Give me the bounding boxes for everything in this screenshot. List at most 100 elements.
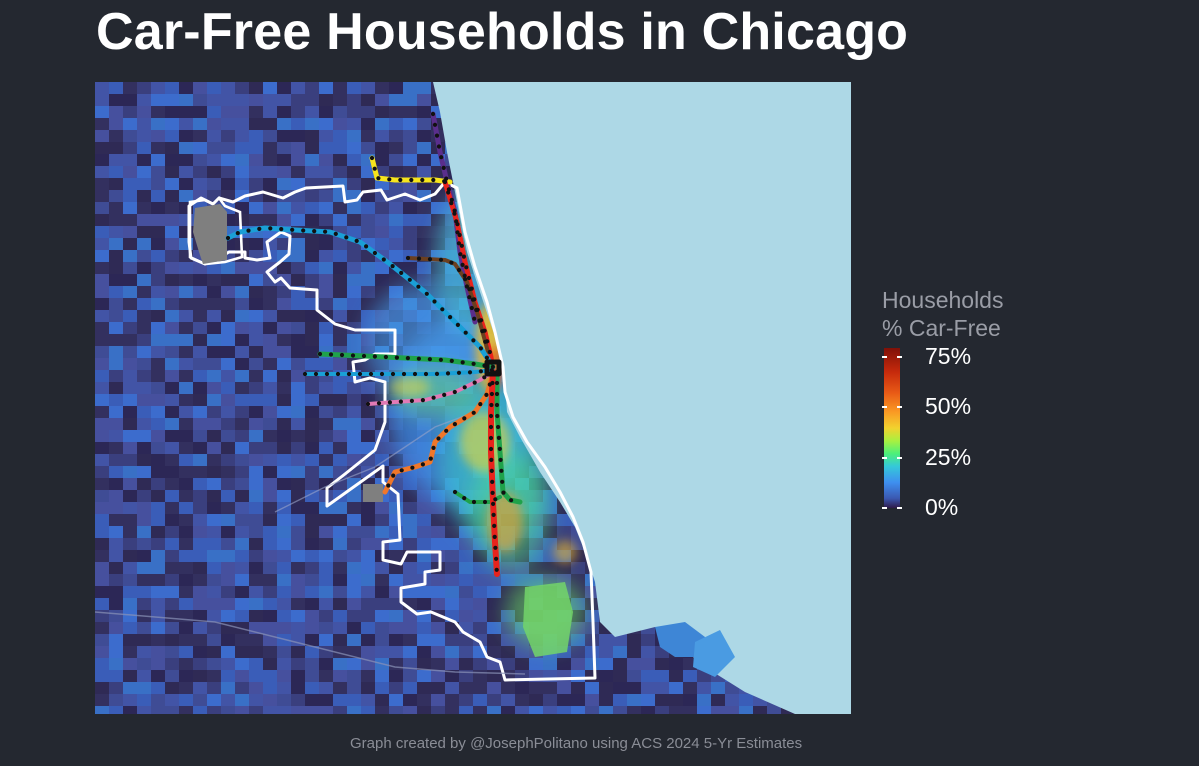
census-tract [95, 250, 109, 262]
census-tract [431, 586, 445, 598]
census-tract [347, 490, 361, 502]
census-tract [263, 658, 277, 670]
census-tract [235, 106, 249, 118]
census-tract [221, 406, 235, 418]
census-tract [627, 706, 641, 714]
census-tract [305, 394, 319, 406]
census-tract [711, 694, 725, 706]
census-tract [263, 358, 277, 370]
station-dot [496, 435, 501, 440]
census-tract [151, 322, 165, 334]
census-tract [123, 286, 137, 298]
census-tract [207, 178, 221, 190]
census-tract [123, 226, 137, 238]
census-tract [291, 274, 305, 286]
census-tract [291, 166, 305, 178]
census-tract [137, 274, 151, 286]
census-tract [137, 694, 151, 706]
census-tract [179, 154, 193, 166]
census-tract [193, 442, 207, 454]
census-tract [249, 298, 263, 310]
census-tract [179, 538, 193, 550]
census-tract [333, 442, 347, 454]
census-tract [95, 118, 109, 130]
census-tract [459, 646, 473, 658]
census-tract [333, 118, 347, 130]
census-tract [123, 430, 137, 442]
census-tract [235, 682, 249, 694]
census-tract [207, 334, 221, 346]
census-tract [179, 274, 193, 286]
census-tract [207, 370, 221, 382]
census-tract [319, 598, 333, 610]
census-tract [207, 658, 221, 670]
census-tract [151, 622, 165, 634]
census-tract [151, 274, 165, 286]
census-tract [543, 538, 557, 550]
station-dot [339, 352, 345, 358]
station-dot [489, 360, 494, 365]
census-tract [137, 358, 151, 370]
census-tract [529, 694, 543, 706]
station-dot [257, 226, 262, 231]
station-dot [398, 177, 403, 183]
station-dot [442, 179, 448, 185]
census-tract [347, 202, 361, 214]
census-tract [193, 502, 207, 514]
census-tract [95, 454, 109, 466]
census-tract [529, 658, 543, 670]
census-tract [123, 502, 137, 514]
census-tract [249, 694, 263, 706]
census-tract [235, 274, 249, 286]
census-tract [655, 682, 669, 694]
census-tract [627, 658, 641, 670]
census-tract [375, 214, 389, 226]
census-tract [137, 118, 151, 130]
census-tract [263, 346, 277, 358]
census-tract [95, 562, 109, 574]
census-tract [123, 418, 137, 430]
census-tract [585, 706, 599, 714]
station-dot [462, 273, 467, 278]
census-tract [137, 382, 151, 394]
census-tract [319, 202, 333, 214]
station-dot [383, 354, 388, 360]
choropleth-map[interactable] [95, 82, 851, 714]
census-tract [151, 142, 165, 154]
census-tract [207, 346, 221, 358]
census-tract [137, 514, 151, 526]
census-tract [613, 682, 627, 694]
station-dot [372, 166, 377, 171]
census-tract [207, 502, 221, 514]
census-tract [291, 658, 305, 670]
census-tract [179, 310, 193, 322]
census-tract [193, 658, 207, 670]
census-tract [207, 130, 221, 142]
census-tract [193, 394, 207, 406]
census-tract [179, 370, 193, 382]
census-tract [249, 82, 263, 94]
census-tract [319, 382, 333, 394]
station-dot [462, 385, 467, 390]
census-tract [151, 166, 165, 178]
census-tract [613, 670, 627, 682]
station-dot [449, 358, 454, 363]
census-tract [305, 694, 319, 706]
census-tract [305, 310, 319, 322]
census-tract [165, 166, 179, 178]
census-tract [95, 214, 109, 226]
census-tract [655, 670, 669, 682]
census-tract [655, 694, 669, 706]
census-tract [375, 646, 389, 658]
census-tract [305, 118, 319, 130]
census-tract [249, 166, 263, 178]
census-tract [137, 550, 151, 562]
station-dot [449, 260, 454, 265]
census-tract [445, 694, 459, 706]
census-tract [361, 106, 375, 118]
station-dot [368, 371, 374, 377]
census-tract [151, 106, 165, 118]
loop [484, 359, 502, 377]
census-tract [95, 478, 109, 490]
station-dot [467, 287, 472, 292]
